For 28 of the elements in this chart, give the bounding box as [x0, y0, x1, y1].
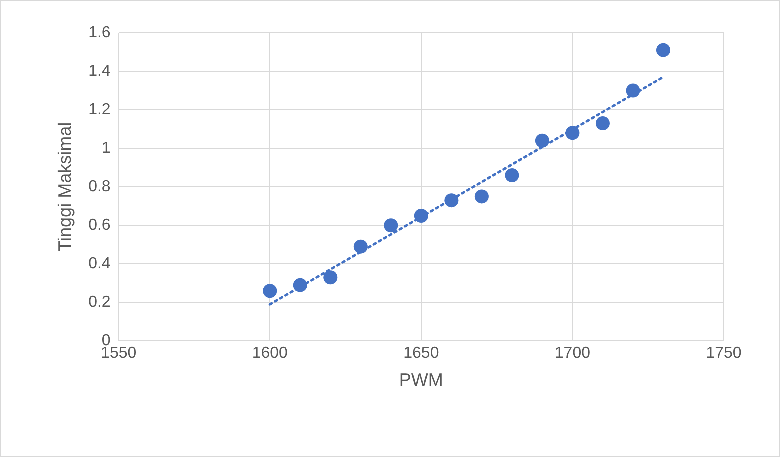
- point: [656, 43, 670, 58]
- point: [384, 218, 398, 233]
- y-tick-label: 1: [102, 140, 111, 157]
- point: [626, 84, 640, 98]
- point: [535, 134, 550, 148]
- x-tick-label: 1750: [706, 345, 742, 362]
- point: [324, 270, 338, 285]
- point: [293, 278, 308, 292]
- point: [566, 126, 580, 140]
- y-tick-label: 0.6: [88, 217, 111, 234]
- point: [414, 208, 428, 223]
- y-tick-label: 1.6: [88, 24, 111, 42]
- x-axis-title: PWM: [399, 370, 444, 390]
- y-tick-label: 0.4: [88, 256, 111, 273]
- y-tick-label: 0.8: [88, 178, 111, 196]
- x-tick-label: 1650: [404, 345, 440, 362]
- x-tick-label: 1700: [554, 345, 591, 362]
- point: [354, 240, 368, 254]
- y-tick-label: 0.2: [88, 294, 111, 312]
- x-tick-label: 1600: [252, 345, 288, 362]
- point: [444, 194, 459, 208]
- y-tick-label: 1.2: [88, 101, 111, 118]
- point: [474, 190, 489, 204]
- y-tick-label: 1.4: [88, 62, 111, 80]
- point: [263, 284, 278, 298]
- point: [505, 168, 520, 183]
- y-axis-title: Tinggi Maksimal: [54, 122, 75, 252]
- point: [596, 116, 610, 131]
